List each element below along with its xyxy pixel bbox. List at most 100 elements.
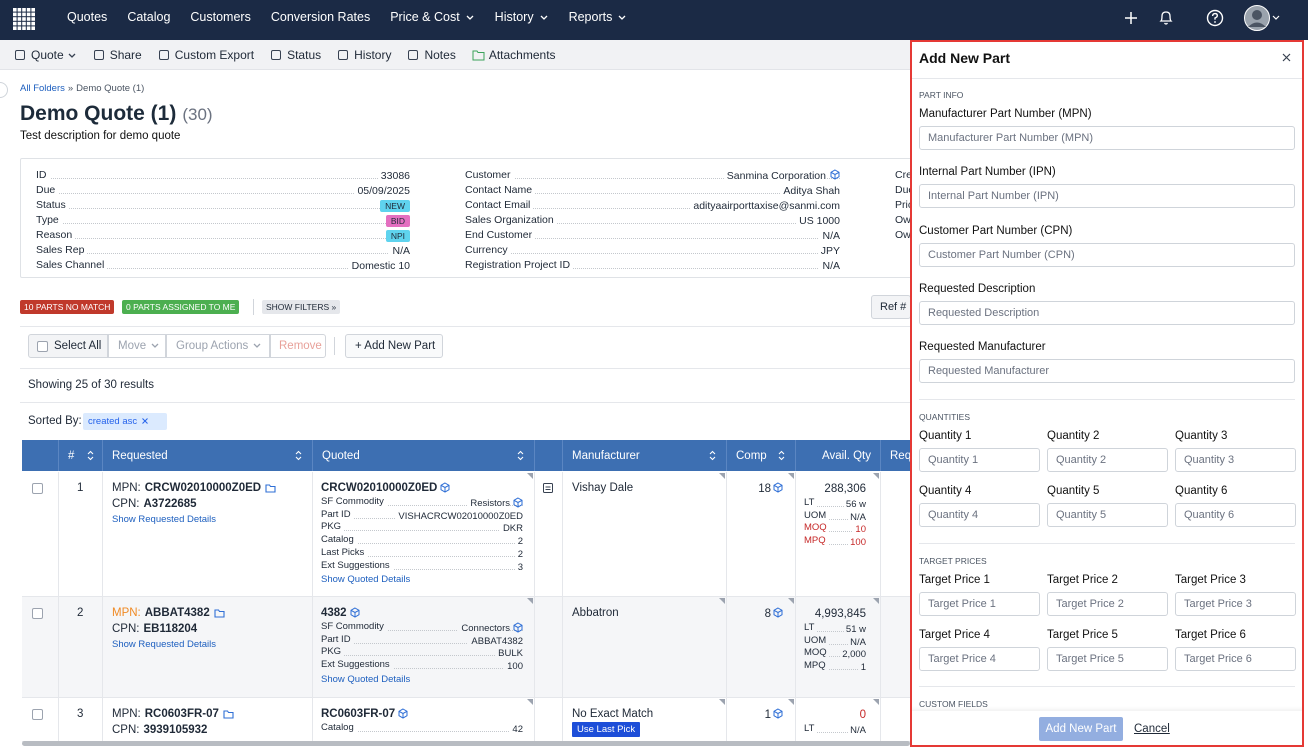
- toolbar-item-label[interactable]: Notes: [424, 48, 456, 62]
- row-checkbox[interactable]: [32, 608, 43, 619]
- toolbar-item[interactable]: Attachments: [472, 48, 556, 62]
- app-logo-shape: [26, 26, 31, 30]
- quoted-details-link[interactable]: Show Quoted Details: [321, 574, 411, 586]
- nav-item[interactable]: Price & Cost: [390, 10, 474, 24]
- nav-item[interactable]: Conversion Rates: [271, 10, 370, 24]
- header-divider: [562, 440, 563, 471]
- app-logo-shape: [13, 17, 17, 21]
- row-checkbox[interactable]: [32, 483, 43, 494]
- avail-qty: 288,306: [466, 480, 866, 497]
- breadcrumb-link[interactable]: All Folders: [20, 83, 65, 94]
- toolbar-item-label[interactable]: Custom Export: [174, 48, 255, 62]
- use-last-pick-button[interactable]: Use Last Pick: [572, 722, 641, 737]
- sort-chip-label[interactable]: created asc: [88, 416, 138, 427]
- text-input[interactable]: Requested Description: [919, 300, 1295, 325]
- toolbar-item[interactable]: Status: [270, 48, 321, 62]
- nav-item-label[interactable]: Price & Cost: [390, 10, 460, 24]
- quoted-field-value: Resistors: [110, 494, 510, 512]
- text-input[interactable]: Quantity 1: [919, 448, 1040, 472]
- detail-value-text: JPY: [817, 245, 840, 257]
- sorted-by-label: Sorted By:: [28, 415, 82, 427]
- column-header[interactable]: Comp: [736, 450, 767, 462]
- sort-chip[interactable]: created asc: [83, 413, 168, 430]
- nav-item-label[interactable]: Customers: [190, 10, 251, 24]
- toolbar-item-label[interactable]: Quote: [31, 48, 64, 62]
- row-checkbox[interactable]: [32, 709, 43, 720]
- avail-field-label: MOQ: [804, 645, 829, 662]
- move-button[interactable]: Move: [108, 334, 166, 358]
- toolbar-item-label[interactable]: Attachments: [488, 48, 556, 62]
- nav-item[interactable]: Catalog: [127, 10, 170, 24]
- nav-item[interactable]: Quotes: [67, 10, 107, 24]
- text-input[interactable]: Quantity 2: [1047, 448, 1168, 472]
- select-all-button[interactable]: Select All: [28, 334, 108, 358]
- column-header: Req.: [890, 450, 915, 462]
- avail-field-label: MPQ: [804, 657, 828, 674]
- nav-item-label[interactable]: Conversion Rates: [270, 10, 371, 24]
- top-nav: [0, 0, 1308, 40]
- toolbar-item-label[interactable]: Share: [109, 48, 142, 62]
- text-input[interactable]: Quantity 6: [1175, 503, 1296, 527]
- nav-item[interactable]: Reports: [569, 10, 628, 24]
- text-input[interactable]: Target Price 4: [919, 647, 1040, 671]
- text-input[interactable]: Target Price 2: [1047, 592, 1168, 616]
- text-input[interactable]: Quantity 4: [919, 503, 1040, 527]
- folder-icon: [265, 484, 276, 494]
- row-number: 2: [77, 607, 84, 619]
- text-input[interactable]: Quantity 5: [1047, 503, 1168, 527]
- manufacturer: Vishay Dale: [572, 482, 634, 494]
- toolbar-icon: [93, 50, 104, 60]
- avail-qty: 0: [466, 706, 866, 723]
- toolbar-item[interactable]: Notes: [407, 48, 456, 62]
- leader-line: [321, 543, 523, 545]
- text-input[interactable]: Requested Manufacturer: [919, 359, 1295, 384]
- cancel-link[interactable]: Cancel: [1134, 723, 1170, 735]
- remove-button[interactable]: Remove: [270, 334, 326, 358]
- nav-item[interactable]: History: [495, 10, 549, 24]
- sidebar-toggle[interactable]: [0, 82, 8, 98]
- app-logo: [13, 8, 35, 30]
- nav-item-label[interactable]: Catalog: [127, 10, 171, 24]
- nav-item-label[interactable]: History: [494, 10, 534, 24]
- no-match-badge[interactable]: 10 PARTS NO MATCH: [20, 300, 115, 314]
- sort-icon: [778, 450, 785, 461]
- show-filters-button[interactable]: SHOW FILTERS »: [262, 300, 341, 314]
- section-heading: CUSTOM FIELDS: [919, 699, 988, 709]
- quoted-details-link[interactable]: Show Quoted Details: [321, 673, 411, 685]
- requested-details-link[interactable]: Show Requested Details: [112, 514, 217, 525]
- column-header[interactable]: Requested: [112, 450, 168, 462]
- text-input[interactable]: Target Price 3: [1175, 592, 1296, 616]
- text-input[interactable]: Customer Part Number (CPN): [919, 242, 1295, 267]
- group-actions-label[interactable]: Group Actions: [176, 340, 249, 352]
- text-input[interactable]: Target Price 5: [1047, 647, 1168, 671]
- requested-details-link[interactable]: Show Requested Details: [112, 639, 217, 650]
- text-input[interactable]: Internal Part Number (IPN): [919, 184, 1295, 209]
- toolbar-item-label[interactable]: History: [354, 48, 392, 62]
- add-new-part-button[interactable]: + Add New Part: [345, 334, 443, 358]
- toolbar-item[interactable]: History: [337, 48, 391, 62]
- group-actions-button[interactable]: Group Actions: [166, 334, 270, 358]
- toolbar-item-label[interactable]: Status: [287, 48, 322, 62]
- text-input[interactable]: Target Price 6: [1175, 647, 1296, 671]
- assigned-badge[interactable]: 0 PARTS ASSIGNED TO ME: [122, 300, 240, 314]
- toolbar-item[interactable]: Quote: [14, 48, 77, 62]
- submit-button[interactable]: Add New Part: [1039, 717, 1123, 741]
- text-input[interactable]: Manufacturer Part Number (MPN): [919, 126, 1295, 150]
- cell-divider: [880, 698, 881, 742]
- column-header[interactable]: Quoted: [322, 450, 360, 462]
- nav-item-label[interactable]: Reports: [568, 10, 613, 24]
- toolbar-item[interactable]: Custom Export: [158, 48, 254, 62]
- text-input[interactable]: Target Price 1: [919, 592, 1040, 616]
- column-header[interactable]: #: [68, 450, 75, 462]
- quoted-field-label: Ext Suggestions: [321, 557, 393, 574]
- app-logo-shape: [13, 26, 17, 30]
- nav-item-label[interactable]: Quotes: [67, 10, 108, 24]
- nav-item[interactable]: Customers: [190, 10, 250, 24]
- ref-button[interactable]: Ref #: [871, 295, 911, 319]
- column-header[interactable]: Manufacturer: [572, 450, 640, 462]
- select-all-label[interactable]: Select All: [54, 340, 102, 352]
- dropdown-chevron-shape: [68, 53, 76, 58]
- toolbar-item[interactable]: Share: [93, 48, 142, 62]
- move-label[interactable]: Move: [118, 340, 147, 352]
- text-input[interactable]: Quantity 3: [1175, 448, 1296, 472]
